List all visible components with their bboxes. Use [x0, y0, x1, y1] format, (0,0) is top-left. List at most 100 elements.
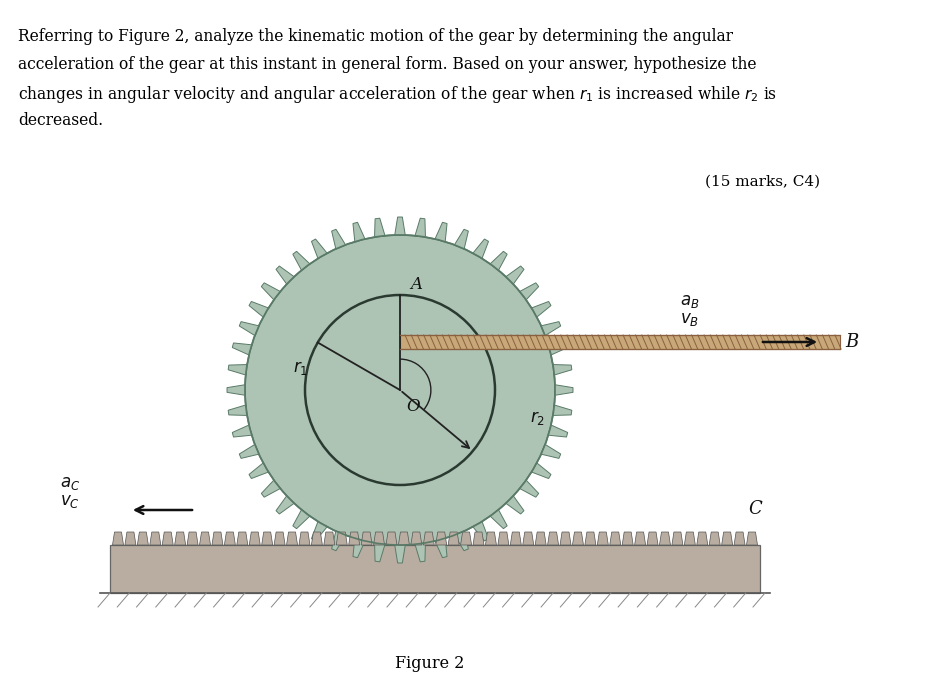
Polygon shape [237, 532, 247, 545]
Polygon shape [548, 532, 558, 545]
Polygon shape [276, 496, 294, 514]
Text: O: O [406, 398, 420, 415]
Polygon shape [622, 532, 633, 545]
Polygon shape [332, 531, 346, 550]
Text: changes in angular velocity and angular acceleration of the gear when $r_1$ is i: changes in angular velocity and angular … [18, 84, 777, 105]
Polygon shape [541, 444, 560, 459]
Polygon shape [337, 532, 347, 545]
Polygon shape [227, 385, 246, 395]
Polygon shape [536, 532, 546, 545]
Polygon shape [386, 532, 397, 545]
Circle shape [245, 235, 555, 545]
Polygon shape [721, 532, 733, 545]
Text: Referring to Figure 2, analyze the kinematic motion of the gear by determining t: Referring to Figure 2, analyze the kinem… [18, 28, 733, 45]
Polygon shape [353, 538, 365, 557]
Polygon shape [510, 532, 521, 545]
Polygon shape [199, 532, 210, 545]
Polygon shape [461, 532, 471, 545]
Polygon shape [312, 521, 327, 541]
Polygon shape [520, 480, 538, 497]
Polygon shape [274, 532, 285, 545]
Polygon shape [293, 252, 310, 270]
Polygon shape [424, 532, 434, 545]
Polygon shape [684, 532, 695, 545]
Polygon shape [113, 532, 123, 545]
Text: A: A [410, 276, 422, 293]
Polygon shape [672, 532, 683, 545]
Polygon shape [293, 509, 310, 529]
Polygon shape [473, 521, 488, 541]
Polygon shape [454, 229, 468, 249]
Polygon shape [555, 385, 573, 395]
Polygon shape [734, 532, 745, 545]
Polygon shape [548, 343, 568, 355]
Polygon shape [498, 532, 509, 545]
Polygon shape [137, 532, 149, 545]
Text: $r_2$: $r_2$ [530, 409, 545, 427]
Polygon shape [262, 480, 281, 497]
Polygon shape [553, 405, 572, 416]
Polygon shape [415, 543, 426, 562]
Polygon shape [332, 229, 346, 249]
Polygon shape [548, 425, 568, 437]
Polygon shape [532, 302, 551, 317]
Polygon shape [490, 509, 507, 529]
Polygon shape [353, 222, 365, 242]
Text: $a_B$: $a_B$ [680, 293, 700, 310]
Text: acceleration of the gear at this instant in general form. Based on your answer, : acceleration of the gear at this instant… [18, 56, 757, 73]
Polygon shape [262, 532, 273, 545]
Polygon shape [415, 218, 426, 237]
Polygon shape [262, 283, 281, 300]
Polygon shape [506, 496, 524, 514]
Polygon shape [174, 532, 186, 545]
Polygon shape [232, 425, 252, 437]
Polygon shape [435, 222, 447, 242]
Polygon shape [709, 532, 720, 545]
Polygon shape [394, 545, 406, 563]
Polygon shape [541, 322, 560, 336]
Polygon shape [746, 532, 757, 545]
Polygon shape [232, 343, 252, 355]
Polygon shape [374, 218, 385, 237]
Polygon shape [585, 532, 596, 545]
Polygon shape [485, 532, 497, 545]
Polygon shape [473, 532, 484, 545]
Polygon shape [361, 532, 373, 545]
Polygon shape [225, 532, 235, 545]
Polygon shape [228, 405, 247, 416]
Polygon shape [312, 239, 327, 259]
Polygon shape [162, 532, 173, 545]
Polygon shape [374, 543, 385, 562]
Polygon shape [299, 532, 310, 545]
Polygon shape [490, 252, 507, 270]
Polygon shape [436, 532, 447, 545]
Polygon shape [697, 532, 708, 545]
Text: Figure 2: Figure 2 [395, 655, 465, 672]
Polygon shape [522, 532, 534, 545]
Bar [110, 545, 760, 593]
Polygon shape [573, 532, 583, 545]
Polygon shape [553, 365, 572, 375]
Polygon shape [249, 463, 268, 479]
Polygon shape [473, 239, 488, 259]
Polygon shape [398, 532, 410, 545]
Polygon shape [660, 532, 670, 545]
Polygon shape [239, 444, 259, 459]
Polygon shape [249, 532, 261, 545]
Polygon shape [187, 532, 198, 545]
Bar [400, 335, 840, 349]
Text: $a_C$: $a_C$ [60, 475, 81, 492]
Text: C: C [748, 500, 762, 518]
Polygon shape [150, 532, 161, 545]
Polygon shape [249, 302, 268, 317]
Text: B: B [845, 333, 858, 351]
Polygon shape [324, 532, 335, 545]
Circle shape [305, 295, 495, 485]
Text: $v_C$: $v_C$ [60, 493, 80, 510]
Polygon shape [435, 538, 447, 557]
Polygon shape [532, 463, 551, 479]
Polygon shape [454, 531, 468, 550]
Polygon shape [239, 322, 259, 336]
Polygon shape [125, 532, 136, 545]
Text: $r_1$: $r_1$ [293, 359, 308, 377]
